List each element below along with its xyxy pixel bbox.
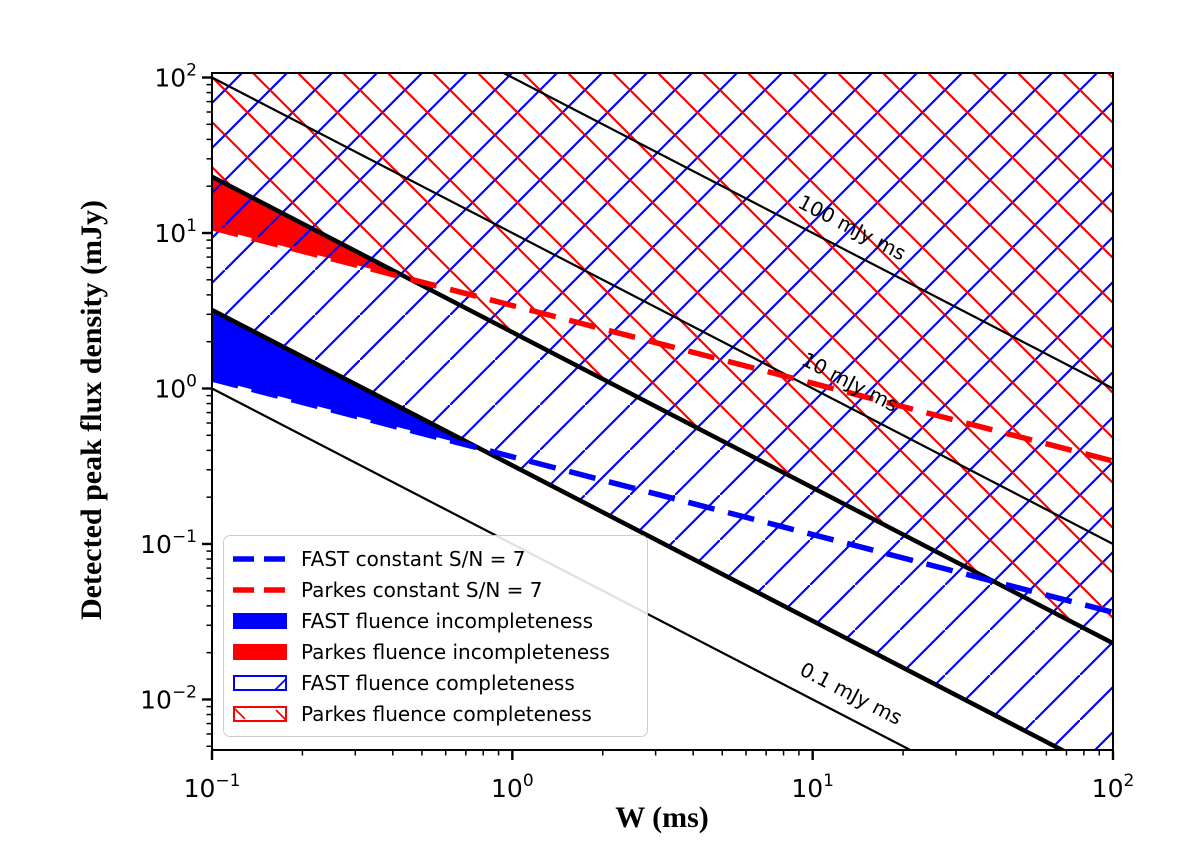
tick-label: 101 <box>791 771 834 803</box>
legend-label: FAST fluence completeness <box>301 670 575 695</box>
legend-item-fast-completeness: FAST fluence completeness <box>233 670 639 696</box>
parkes-incompleteness-fill-swatch <box>233 643 287 660</box>
parkes-sn7-dashed-swatch <box>233 586 287 593</box>
legend-label: FAST constant S/N = 7 <box>301 546 526 571</box>
legend-item-parkes-sn7: Parkes constant S/N = 7 <box>233 577 639 603</box>
tick-label: 10−1 <box>184 771 241 803</box>
legend: FAST constant S/N = 7 Parkes constant S/… <box>223 535 648 737</box>
tick-label: 10−1 <box>140 527 197 559</box>
legend-item-fast-incompleteness: FAST fluence incompleteness <box>233 608 639 634</box>
tick-label: 102 <box>154 61 197 93</box>
axes-frame <box>211 72 1114 751</box>
legend-item-parkes-completeness: Parkes fluence completeness <box>233 701 639 727</box>
y-axis-title: Detected peak flux density (mJy) <box>75 200 108 620</box>
fast-sn7-dashed-swatch <box>233 555 287 562</box>
x-axis-title: W (ms) <box>615 801 709 834</box>
parkes-completeness-hatch-swatch <box>233 705 287 722</box>
fluence-line <box>212 387 913 750</box>
tick-label: 101 <box>154 216 197 248</box>
tick-label: 10−2 <box>140 682 197 714</box>
fast-completeness-hatch-swatch <box>233 674 287 691</box>
parkes-sn7-line <box>212 225 1113 464</box>
legend-item-parkes-incompleteness: Parkes fluence incompleteness <box>233 639 639 665</box>
fluence-line <box>501 73 1113 390</box>
fast-sn7-line <box>212 376 1113 615</box>
legend-item-fast-sn7: FAST constant S/N = 7 <box>233 546 639 572</box>
legend-label: Parkes constant S/N = 7 <box>301 577 543 602</box>
legend-label: Parkes fluence completeness <box>301 701 592 726</box>
fast-incompleteness-fill-swatch <box>233 612 287 629</box>
parkes-completeness-region <box>212 73 1113 644</box>
tick-label: 100 <box>491 771 534 803</box>
fluence-line <box>212 76 1113 545</box>
legend-label: Parkes fluence incompleteness <box>301 639 610 664</box>
parkes-completeness-threshold-line <box>212 174 1113 646</box>
tick-label: 102 <box>1092 771 1135 803</box>
legend-label: FAST fluence incompleteness <box>301 608 594 633</box>
tick-label: 100 <box>154 371 197 403</box>
fast-completeness-threshold-line <box>212 307 1067 750</box>
